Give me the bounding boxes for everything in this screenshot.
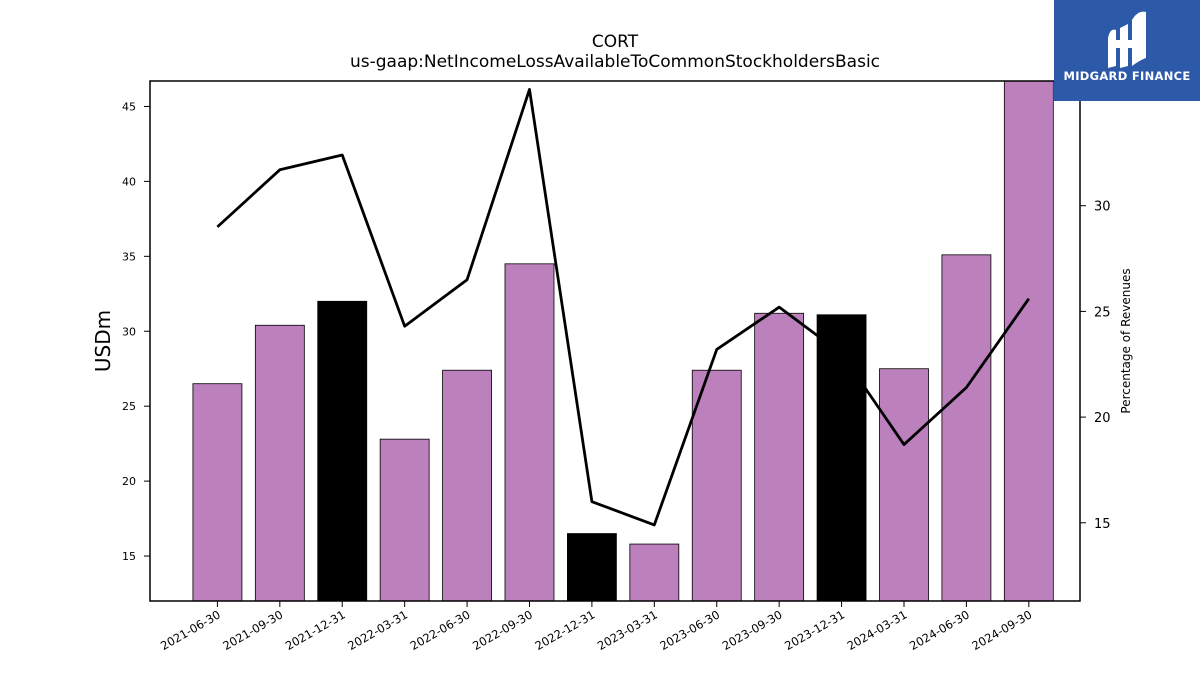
bar (691, 369, 742, 602)
midgard-finance-logo: MIDGARD FINANCE (1054, 0, 1200, 101)
bar (629, 543, 680, 602)
chart-title: CORT (591, 32, 639, 52)
y-tick-label: 15 (122, 550, 136, 563)
bar-series (192, 80, 1054, 602)
x-tick-label: 2022-09-30 (470, 607, 535, 653)
bar (816, 314, 867, 602)
x-tick-label: 2023-06-30 (657, 607, 722, 653)
logo-mark-icon (1108, 11, 1146, 68)
y2-tick-label: 20 (1094, 411, 1111, 426)
bar (879, 368, 929, 602)
x-tick-label: 2023-12-31 (782, 607, 847, 653)
bar (1003, 80, 1054, 602)
y-tick-label: 25 (122, 400, 136, 413)
x-tick-label: 2024-09-30 (969, 607, 1034, 653)
chart-subtitle: us-gaap:NetIncomeLossAvailableToCommonSt… (349, 52, 881, 72)
y2-axis-label: Percentage of Revenues (1119, 268, 1133, 413)
x-tick-label: 2022-06-30 (408, 607, 473, 653)
bar (379, 438, 430, 602)
x-tick-label: 2021-12-31 (283, 607, 348, 653)
y-tick-label: 35 (122, 250, 136, 263)
x-tick-label: 2022-12-31 (533, 607, 598, 653)
line-series-path (216, 88, 1030, 527)
x-tick-label: 2023-03-31 (595, 607, 660, 653)
x-tick-label: 2021-06-30 (158, 607, 223, 653)
bar (254, 324, 305, 602)
plot-frame (149, 80, 1081, 602)
x-tick-label: 2024-03-31 (845, 607, 910, 653)
bar (754, 312, 805, 602)
x-tick-label: 2023-09-30 (720, 607, 785, 653)
logo-text: MIDGARD FINANCE (1063, 69, 1191, 83)
bar (504, 263, 555, 602)
y-axis-label: USDm (91, 310, 115, 372)
y2-tick-label: 15 (1094, 517, 1111, 532)
line-series (216, 88, 1030, 527)
bar (941, 254, 992, 602)
y-tick-label: 45 (122, 100, 136, 113)
bar (442, 369, 492, 602)
bar (317, 300, 368, 602)
x-tick-label: 2021-09-30 (220, 607, 285, 653)
x-tick-label: 2024-06-30 (907, 607, 972, 653)
x-tick-label: 2022-03-31 (345, 607, 410, 653)
y-tick-label: 20 (122, 475, 136, 488)
y-tick-label: 30 (122, 325, 136, 338)
y2-tick-label: 30 (1094, 200, 1111, 215)
bar (192, 383, 243, 602)
y-tick-label: 40 (122, 175, 136, 188)
bar (567, 533, 617, 602)
y2-tick-label: 25 (1094, 305, 1111, 320)
